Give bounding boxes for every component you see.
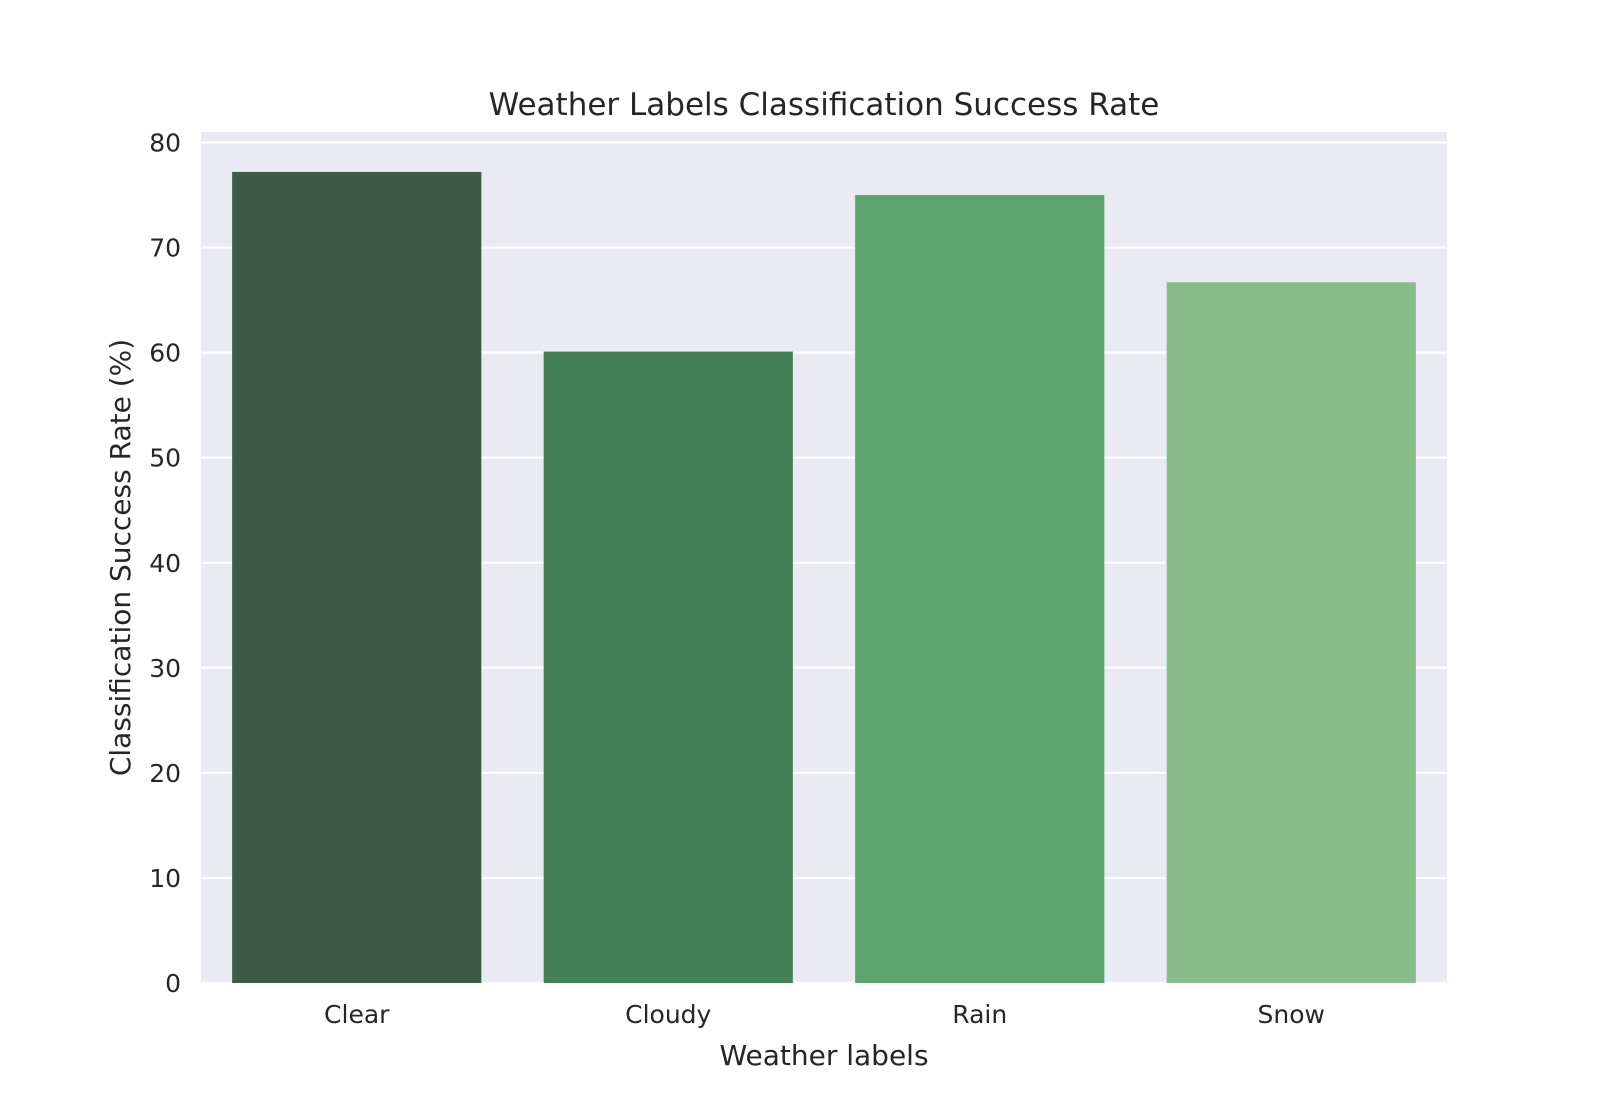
x-tick-label: Rain — [952, 1000, 1007, 1029]
x-tick-labels: Clear Cloudy Rain Snow — [324, 1000, 1325, 1029]
y-tick-label: 60 — [149, 339, 181, 368]
x-tick-label: Cloudy — [625, 1000, 711, 1029]
y-axis-label: Classification Success Rate (%) — [104, 339, 137, 776]
bar-snow — [1166, 282, 1416, 983]
y-tick-label: 20 — [149, 759, 181, 788]
y-tick-label: 10 — [149, 864, 181, 893]
y-tick-label: 0 — [165, 969, 181, 998]
y-tick-labels: 0 10 20 30 40 50 60 70 80 — [149, 129, 181, 998]
chart-title: Weather Labels Classification Success Ra… — [489, 87, 1160, 123]
bar-rain — [855, 195, 1105, 983]
x-axis-label: Weather labels — [719, 1039, 928, 1072]
bars — [232, 171, 1416, 984]
y-tick-label: 30 — [149, 654, 181, 683]
x-tick-label: Snow — [1258, 1000, 1325, 1029]
x-tick-label: Clear — [324, 1000, 390, 1029]
bar-cloudy — [543, 351, 793, 984]
y-tick-label: 70 — [149, 234, 181, 263]
y-tick-label: 80 — [149, 129, 181, 158]
y-tick-label: 40 — [149, 549, 181, 578]
y-tick-label: 50 — [149, 444, 181, 473]
bar-clear — [232, 171, 482, 983]
